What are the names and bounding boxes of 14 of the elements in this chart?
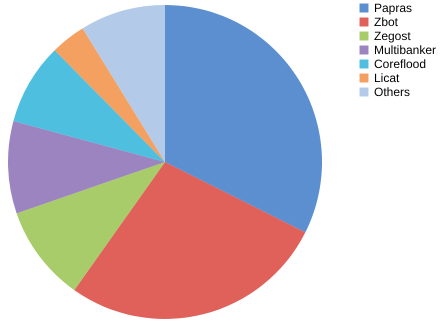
pie-slice — [82, 5, 165, 162]
pie-slice — [16, 162, 165, 290]
pie-slice — [13, 50, 165, 162]
pie-slice — [54, 28, 165, 162]
legend-label: Zegost — [374, 29, 412, 43]
legend-label: Licat — [374, 71, 400, 85]
legend-label: Zbot — [374, 15, 399, 29]
legend-label: Papras — [374, 1, 412, 15]
legend-label: Coreflood — [374, 57, 426, 71]
legend-label: Others — [374, 85, 410, 99]
pie-slice — [165, 5, 322, 232]
pie-slice — [8, 121, 165, 214]
pie-slice — [74, 162, 306, 319]
legend-label: Multibanker — [374, 43, 436, 57]
